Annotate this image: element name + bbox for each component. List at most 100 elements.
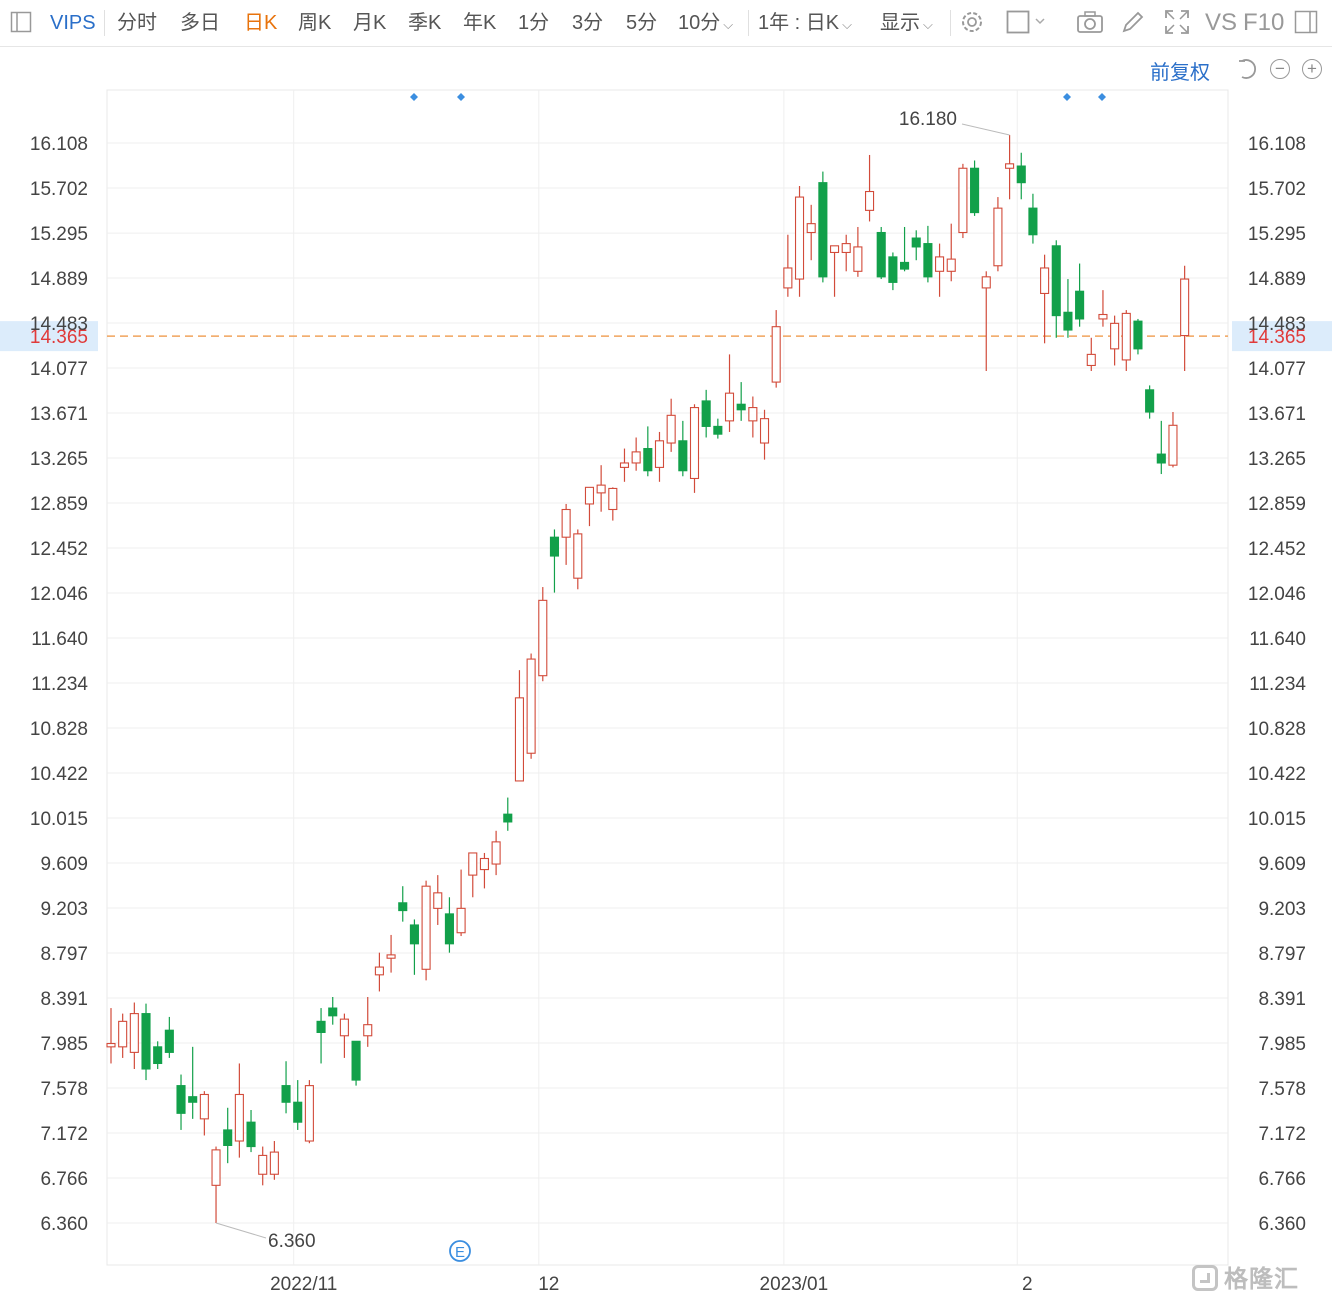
candle bbox=[293, 1080, 303, 1130]
candle bbox=[970, 160, 980, 216]
period-tab-3min[interactable]: 3分 bbox=[572, 12, 604, 34]
candle bbox=[153, 1041, 163, 1069]
range-dropdown[interactable]: 1年 : 日K ⌵ bbox=[758, 0, 852, 46]
period-tab-intraday[interactable]: 分时 bbox=[117, 12, 157, 34]
candle bbox=[421, 880, 431, 981]
camera-icon[interactable] bbox=[1076, 0, 1104, 46]
f10-button[interactable]: F10 bbox=[1243, 9, 1285, 36]
range-dropdown-label: 1年 : 日K bbox=[758, 12, 840, 34]
candle-body bbox=[1051, 245, 1061, 317]
last-price-tag-left bbox=[0, 321, 98, 352]
period-tab-5min[interactable]: 5分 bbox=[626, 12, 658, 34]
y-tick-label-left: 8.391 bbox=[40, 989, 88, 1010]
y-tick-label-right: 9.203 bbox=[1258, 899, 1306, 920]
y-tick-label-left: 13.265 bbox=[30, 449, 88, 470]
candle-body bbox=[106, 1042, 116, 1048]
candle bbox=[771, 310, 781, 388]
candle-body bbox=[176, 1085, 186, 1114]
candle-body bbox=[374, 966, 384, 976]
period-tab-yearly[interactable]: 年K bbox=[463, 12, 497, 34]
candle bbox=[841, 234, 851, 272]
period-tab-10min[interactable]: 10分 ⌵ bbox=[678, 0, 733, 46]
y-tick-label-right: 13.671 bbox=[1248, 404, 1306, 425]
gear-icon[interactable] bbox=[959, 0, 985, 46]
candle-body bbox=[643, 448, 653, 472]
high-price-label: 16.180 bbox=[899, 109, 957, 130]
candle bbox=[678, 420, 688, 477]
candle bbox=[724, 354, 735, 432]
candle bbox=[981, 271, 991, 372]
candle-body bbox=[328, 1007, 338, 1017]
symbol-label[interactable]: VIPS bbox=[50, 12, 96, 34]
candle bbox=[818, 171, 828, 283]
sidebar-icon[interactable] bbox=[1294, 0, 1318, 46]
candle-body bbox=[923, 243, 933, 278]
candle bbox=[374, 952, 384, 992]
y-tick-label-left: 15.702 bbox=[30, 179, 88, 200]
y-tick-label-right: 6.360 bbox=[1258, 1214, 1306, 1235]
period-tab-1min[interactable]: 1分 bbox=[518, 12, 550, 34]
candle bbox=[211, 1146, 221, 1223]
y-tick-label-right: 14.889 bbox=[1248, 269, 1306, 290]
y-tick-label-right: 10.015 bbox=[1248, 809, 1306, 830]
period-tab-daily[interactable]: 日K bbox=[244, 12, 278, 34]
y-tick-label-right: 6.766 bbox=[1258, 1169, 1306, 1190]
period-tab-monthly[interactable]: 月K bbox=[353, 12, 387, 34]
last-price-tag-right bbox=[1232, 321, 1332, 352]
display-dropdown[interactable]: 显示 ⌵ bbox=[880, 0, 933, 46]
candle-body bbox=[118, 1020, 128, 1048]
candle bbox=[783, 234, 793, 297]
fullscreen-icon[interactable] bbox=[1164, 0, 1190, 46]
square-icon[interactable] bbox=[1006, 0, 1048, 46]
event-marker-icon bbox=[449, 1240, 471, 1262]
y-tick-label-right: 11.234 bbox=[1249, 674, 1306, 695]
candle bbox=[281, 1061, 291, 1114]
display-dropdown-label: 显示 bbox=[880, 12, 920, 34]
y-tick-label-left: 7.172 bbox=[40, 1124, 88, 1145]
candle-body bbox=[876, 231, 886, 278]
candle-body bbox=[958, 167, 968, 234]
candle bbox=[864, 154, 875, 222]
candle bbox=[538, 587, 548, 682]
candle-body bbox=[1133, 320, 1143, 350]
adjust-mode-button[interactable]: 前复权 bbox=[1150, 62, 1210, 84]
candle-body bbox=[666, 414, 676, 444]
candle-body bbox=[1016, 165, 1026, 184]
candle-body bbox=[608, 487, 618, 511]
candle bbox=[1016, 152, 1026, 200]
candle bbox=[888, 252, 898, 291]
candle-body bbox=[1063, 311, 1073, 331]
candle-body bbox=[1168, 424, 1178, 466]
candle-body bbox=[491, 841, 501, 865]
candle bbox=[269, 1141, 279, 1180]
toolbar-divider bbox=[104, 10, 105, 36]
candle-body bbox=[1040, 267, 1050, 295]
candle-body bbox=[199, 1093, 209, 1120]
y-tick-label-right: 9.609 bbox=[1258, 854, 1306, 875]
candle bbox=[456, 869, 466, 937]
y-tick-label-left: 15.295 bbox=[30, 224, 88, 245]
candle-body bbox=[946, 258, 956, 272]
y-tick-label-right: 10.828 bbox=[1248, 719, 1306, 740]
candle-body bbox=[561, 508, 571, 538]
pencil-icon[interactable] bbox=[1120, 0, 1146, 46]
candle-body bbox=[409, 924, 419, 945]
vs-button[interactable]: VS bbox=[1205, 9, 1238, 36]
candle bbox=[935, 243, 945, 297]
x-tick-label: 2023/01 bbox=[760, 1274, 829, 1295]
candle bbox=[1051, 240, 1061, 338]
undo-icon[interactable] bbox=[1236, 57, 1260, 86]
panel-icon[interactable] bbox=[10, 0, 32, 46]
candle-body bbox=[911, 237, 921, 248]
candle bbox=[188, 1046, 198, 1119]
zoom-out-icon[interactable]: − bbox=[1270, 59, 1290, 79]
zoom-in-icon[interactable]: + bbox=[1302, 59, 1322, 79]
period-tab-quarterly[interactable]: 季K bbox=[408, 12, 442, 34]
period-tab-weekly[interactable]: 周K bbox=[298, 12, 332, 34]
candle-body bbox=[1110, 322, 1120, 350]
axes: 16.108 16.108 15.702 15.702 15.295 15.295 14.8… bbox=[30, 134, 1307, 1295]
y-tick-label-right: 15.295 bbox=[1248, 224, 1306, 245]
period-tab-multiday[interactable]: 多日 bbox=[180, 12, 220, 34]
y-tick-label-left: 12.859 bbox=[30, 494, 88, 515]
